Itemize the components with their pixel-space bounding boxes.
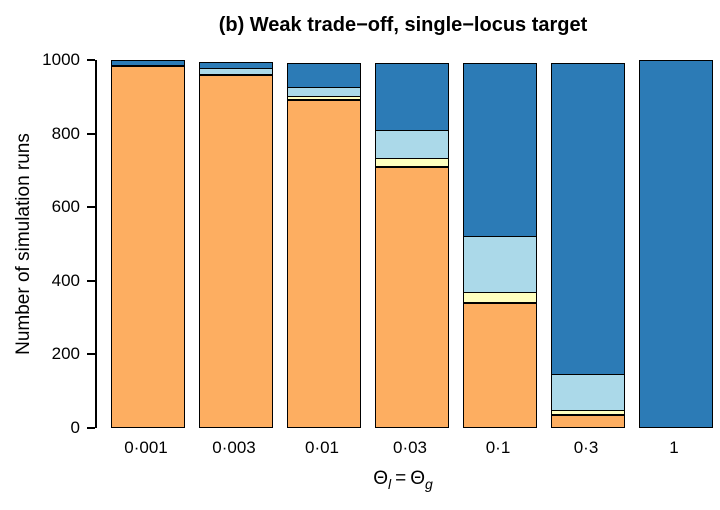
y-tick-mark [87,59,95,61]
y-tick-mark [87,206,95,209]
equals-sign: = [395,468,407,489]
dark-blue-segment [287,63,361,89]
pale-yellow-segment [375,157,449,167]
theta-l-subscript: l [387,476,392,492]
light-blue-segment [463,236,537,294]
x-axis-title: Θl = Θg [95,468,711,492]
dark-blue-segment [111,60,185,66]
x-tick-label: 0·3 [573,438,599,457]
y-tick-mark [87,279,95,282]
y-tick-label: 800 [51,123,80,143]
y-tick-label: 0 [70,418,80,437]
theta-g-symbol: Θ [410,468,425,489]
x-tick-label: 0·1 [485,438,511,457]
y-tick-mark [87,427,95,429]
stacked-bar-0·003 [199,61,273,428]
chart-title: (b) Weak trade−off, single−locus target [218,14,588,36]
orange-segment [551,415,625,428]
pale-yellow-segment [287,96,361,101]
x-tick-label: 0·001 [124,438,168,457]
pale-yellow-segment [551,409,625,416]
orange-segment [199,74,273,428]
stacked-bar-0·3 [551,63,625,428]
orange-segment [287,100,361,428]
x-tick-label: 1 [669,438,679,457]
dark-blue-segment [375,63,449,132]
y-tick-label: 600 [51,197,80,217]
dark-blue-segment [639,60,713,428]
x-tick-label: 0·003 [212,438,256,457]
light-blue-segment [375,129,449,160]
stacked-bar-0·03 [375,63,449,428]
bars-layer [97,60,713,428]
orange-segment [111,65,185,428]
x-tick-label: 0·03 [392,438,428,457]
y-tick-mark [87,353,95,356]
plot-area [87,59,713,429]
y-tick-label: 200 [51,344,80,364]
y-tick-mark [87,132,95,135]
light-blue-segment [199,68,273,75]
y-tick-label: 400 [51,270,80,290]
y-tick-label: 1000 [42,50,80,69]
stacked-bar-1 [639,60,713,428]
light-blue-segment [551,374,625,412]
theta-l-symbol: Θ [373,468,388,489]
y-axis-title: Number of simulation runs [13,133,34,355]
x-tick-label: 0·01 [304,438,340,457]
dark-blue-segment [551,63,625,376]
orange-segment [375,166,449,428]
orange-segment [463,302,537,428]
stacked-bar-0·01 [287,63,361,428]
dark-blue-segment [463,63,537,238]
theta-g-subscript: g [425,476,433,492]
pale-yellow-segment [463,291,537,303]
stacked-bar-0·001 [111,60,185,428]
stacked-bar-0·1 [463,63,537,428]
